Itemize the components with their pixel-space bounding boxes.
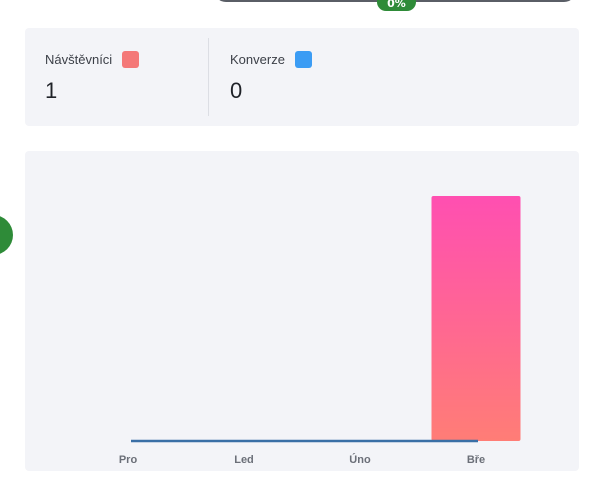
visitors-color-swatch bbox=[122, 51, 140, 68]
chart-card: Pro Led Úno Bře bbox=[25, 151, 579, 471]
x-tick-label: Pro bbox=[119, 454, 138, 466]
progress-badge: 0% bbox=[377, 0, 416, 11]
bar-4[interactable] bbox=[431, 196, 521, 441]
stat-conversions-label: Konverze bbox=[230, 52, 285, 67]
stat-divider bbox=[208, 38, 209, 116]
x-tick-label: Led bbox=[234, 454, 254, 466]
bar-chart: Pro Led Úno Bře bbox=[119, 196, 521, 466]
x-tick-label: Bře bbox=[467, 454, 485, 466]
conversions-color-swatch bbox=[294, 51, 312, 68]
stats-card: Návštěvníci 1 Konverze 0 bbox=[25, 28, 579, 126]
stat-conversions-value: 0 bbox=[230, 78, 243, 103]
side-indicator-dot[interactable] bbox=[0, 215, 13, 255]
stat-visitors-label: Návštěvníci bbox=[45, 52, 113, 67]
stat-visitors-value: 1 bbox=[45, 78, 58, 103]
stat-visitors-label-row: Návštěvníci bbox=[45, 51, 140, 68]
x-tick-label: Úno bbox=[349, 453, 371, 466]
stat-conversions-label-row: Konverze bbox=[230, 51, 312, 68]
